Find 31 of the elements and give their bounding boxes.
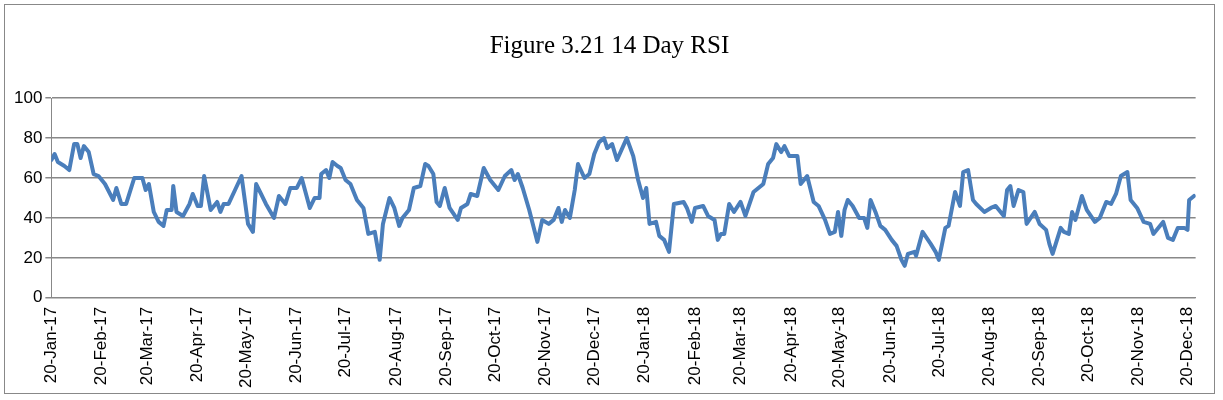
x-tick-label: 20-May-18 xyxy=(829,306,849,389)
x-tick-label: 20-Mar-17 xyxy=(136,306,156,386)
x-tick-label: 20-Jan-18 xyxy=(634,306,654,384)
y-tick-label: 80 xyxy=(23,127,43,147)
x-tick-label: 20-Mar-18 xyxy=(730,306,750,386)
y-tick-label: 60 xyxy=(23,167,43,187)
x-tick-label: 20-Apr-18 xyxy=(780,306,800,383)
y-tick-label: 40 xyxy=(23,207,43,227)
x-tick-label: 20-Feb-17 xyxy=(91,306,111,386)
x-tick-label: 20-Jan-17 xyxy=(41,306,61,384)
x-tick-label: 20-Jul-17 xyxy=(335,306,355,378)
x-tick-label: 20-Jun-18 xyxy=(879,306,899,384)
x-tick-label: 20-Jun-17 xyxy=(286,306,306,384)
x-tick-label: 20-May-17 xyxy=(236,306,256,389)
x-tick-label: 20-Aug-18 xyxy=(978,306,998,387)
x-tick-label: 20-Aug-17 xyxy=(385,306,405,387)
x-tick-label: 20-Nov-18 xyxy=(1128,306,1148,387)
x-tick-label: 20-Jul-18 xyxy=(928,306,948,378)
x-tick-label: 20-Feb-18 xyxy=(684,306,704,386)
x-tick-label: 20-Oct-17 xyxy=(484,306,504,383)
chart-title: Figure 3.21 14 Day RSI xyxy=(488,31,731,59)
x-tick-label: 20-Dec-18 xyxy=(1177,306,1197,387)
x-tick-label: 20-Apr-17 xyxy=(187,306,207,383)
y-tick-label: 20 xyxy=(23,247,43,267)
x-tick-label: 20-Sep-17 xyxy=(436,306,456,387)
x-tick-label: 20-Nov-17 xyxy=(535,306,555,387)
y-tick-label: 0 xyxy=(32,287,43,307)
y-tick-label: 100 xyxy=(13,87,43,107)
x-tick-label: 20-Sep-18 xyxy=(1029,306,1049,387)
x-tick-label: 20-Dec-17 xyxy=(583,306,603,387)
x-tick-label: 20-Oct-18 xyxy=(1078,306,1098,383)
